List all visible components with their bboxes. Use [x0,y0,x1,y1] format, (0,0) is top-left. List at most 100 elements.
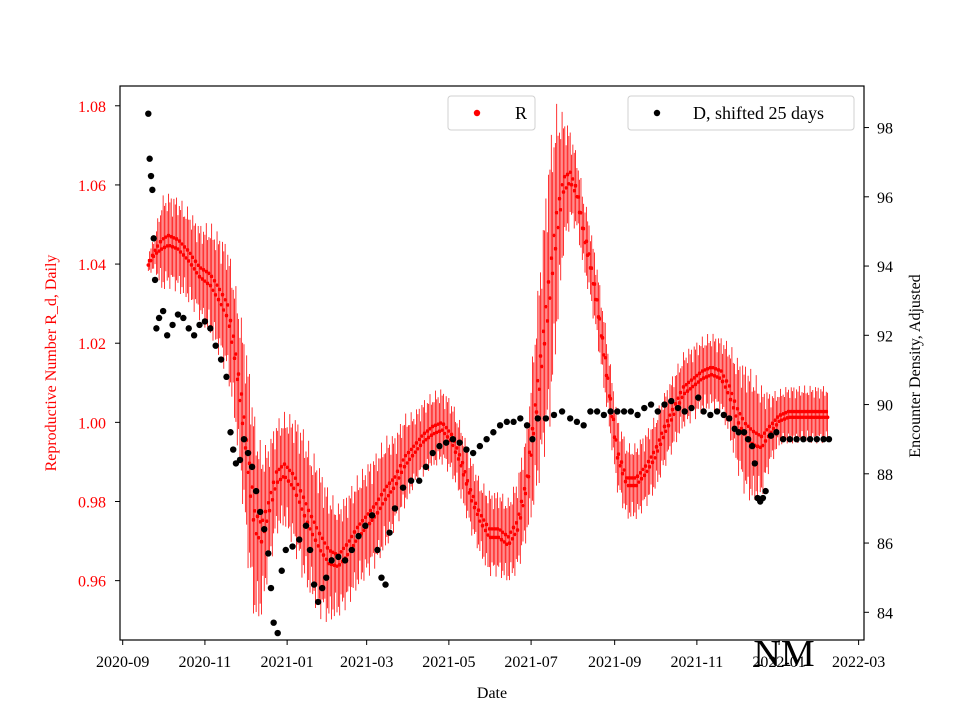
left-y-tick-label: 1.06 [78,178,106,195]
r-point [432,431,436,436]
r-point [688,387,692,391]
r-point [374,501,378,506]
r-point [549,256,554,261]
r-point [774,423,779,427]
r-point [478,519,482,523]
r-point [216,297,221,302]
d-point [449,435,457,443]
d-point [463,446,470,453]
r-point [339,549,343,554]
d-point [180,314,187,322]
r-point [447,429,451,433]
r-point [257,535,261,540]
r-point [518,516,523,520]
r-point [514,521,519,525]
r-point [770,421,775,426]
r-point [304,501,308,506]
r-point [483,528,488,533]
r-point [294,493,299,498]
d-point [151,276,159,284]
r-point [266,500,271,505]
r-point [589,266,594,270]
legend-d: D, shifted 25 days [627,95,855,131]
d-point [348,546,356,554]
r-point [319,548,323,553]
r-point [292,486,296,491]
r-point [651,450,656,455]
d-point [654,408,661,415]
r-point [153,248,157,253]
d-point [534,415,542,422]
d-point [296,536,303,543]
r-point [610,414,614,419]
d-point [442,439,450,446]
d-point [252,487,260,495]
r-point [560,182,564,187]
d-point [217,356,225,363]
r-point [495,527,500,531]
d-point [223,373,230,381]
r-point [201,268,206,272]
r-point [344,543,349,547]
r-point [642,473,647,478]
right-y-tick-label: 88 [877,467,893,484]
r-point [398,463,403,468]
r-point [491,535,496,540]
d-point [302,522,310,529]
r-point [695,373,699,378]
r-point [587,252,591,256]
right-y-tick-label: 98 [877,121,893,138]
r-point [362,528,366,533]
r-point [376,497,381,501]
d-point [600,411,608,419]
r-point [812,415,816,420]
r-point [164,235,168,239]
d-point [688,404,695,412]
r-point [730,391,734,396]
r-point [358,522,362,526]
r-point [761,443,765,448]
d-point [407,477,415,484]
r-point [553,246,558,251]
r-point [230,340,234,345]
watermark-nm: NM [753,633,814,675]
d-point [825,435,833,443]
r-point [235,377,240,382]
d-point [429,449,436,457]
r-point [569,182,574,187]
r-point [704,375,709,379]
d-point [314,598,322,606]
r-point [723,385,727,389]
legend-d-marker [653,109,661,117]
d-point [483,435,490,443]
r-point [503,532,508,537]
r-point [186,259,191,263]
r-point [325,546,330,550]
r-point [669,418,674,422]
r-point [480,523,485,528]
r-point [701,376,706,380]
r-point [242,415,246,419]
r-point [565,172,570,177]
r-point [223,297,227,302]
r-point [472,505,477,510]
d-point [593,408,601,415]
r-point [544,304,548,309]
r-point [779,418,784,422]
r-point [345,552,350,557]
r-point [576,195,581,199]
r-point [363,515,368,520]
r-point [786,409,791,414]
r-point [251,518,256,522]
r-point [207,271,211,276]
r-point [474,501,478,506]
r-point [499,537,504,542]
r-point [622,468,626,472]
d-point [681,408,688,415]
r-point [394,481,399,486]
d-point [282,546,289,554]
d-point [436,442,443,450]
d-point [355,532,362,540]
legend-r-marker [473,109,481,117]
r-point [258,520,262,524]
